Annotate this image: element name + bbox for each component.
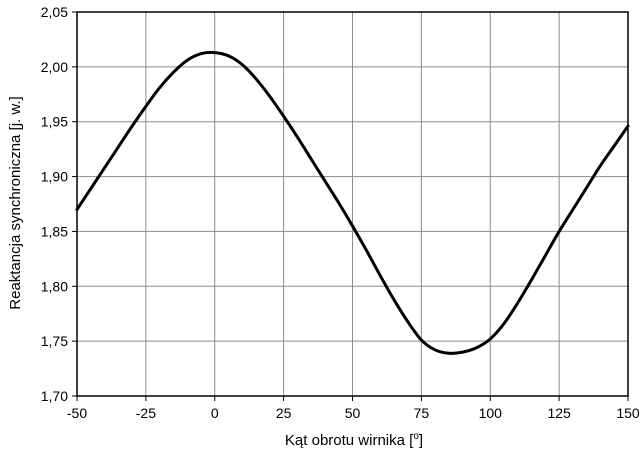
x-axis-title-close: ] [419, 432, 423, 449]
y-tick-label: 2,05 [41, 4, 68, 20]
y-axis-title: Reaktancja synchroniczna [j. w.] [7, 96, 24, 309]
x-tick-label: 100 [479, 405, 503, 421]
x-tick-label: 0 [211, 405, 219, 421]
y-tick-label: 1,95 [41, 114, 68, 130]
x-tick-label: -25 [136, 405, 156, 421]
x-axis-title-unit: o [413, 431, 419, 442]
grid-lines [76, 11, 629, 397]
x-tick-label: 75 [414, 405, 430, 421]
x-tick-label: 150 [616, 405, 640, 421]
x-tick-label: 25 [276, 405, 292, 421]
x-axis-ticks: -50 -25 0 25 50 75 100 125 150 [67, 396, 640, 421]
x-tick-label: 125 [547, 405, 571, 421]
y-tick-label: 1,80 [41, 278, 68, 294]
series-line [75, 50, 630, 355]
y-axis-ticks: 1,70 1,75 1,80 1,85 1,90 1,95 2,00 2,05 [41, 4, 77, 404]
x-tick-label: 50 [345, 405, 361, 421]
y-tick-label: 1,90 [41, 169, 68, 185]
x-axis-title-text: Kąt obrotu wirnika [ [285, 432, 414, 449]
y-tick-label: 1,85 [41, 223, 68, 239]
y-tick-label: 1,70 [41, 388, 68, 404]
x-tick-label: -50 [67, 405, 87, 421]
y-tick-label: 2,00 [41, 59, 68, 75]
y-tick-label: 1,75 [41, 333, 68, 349]
x-axis-title: Kąt obrotu wirnika [o] [285, 431, 423, 449]
